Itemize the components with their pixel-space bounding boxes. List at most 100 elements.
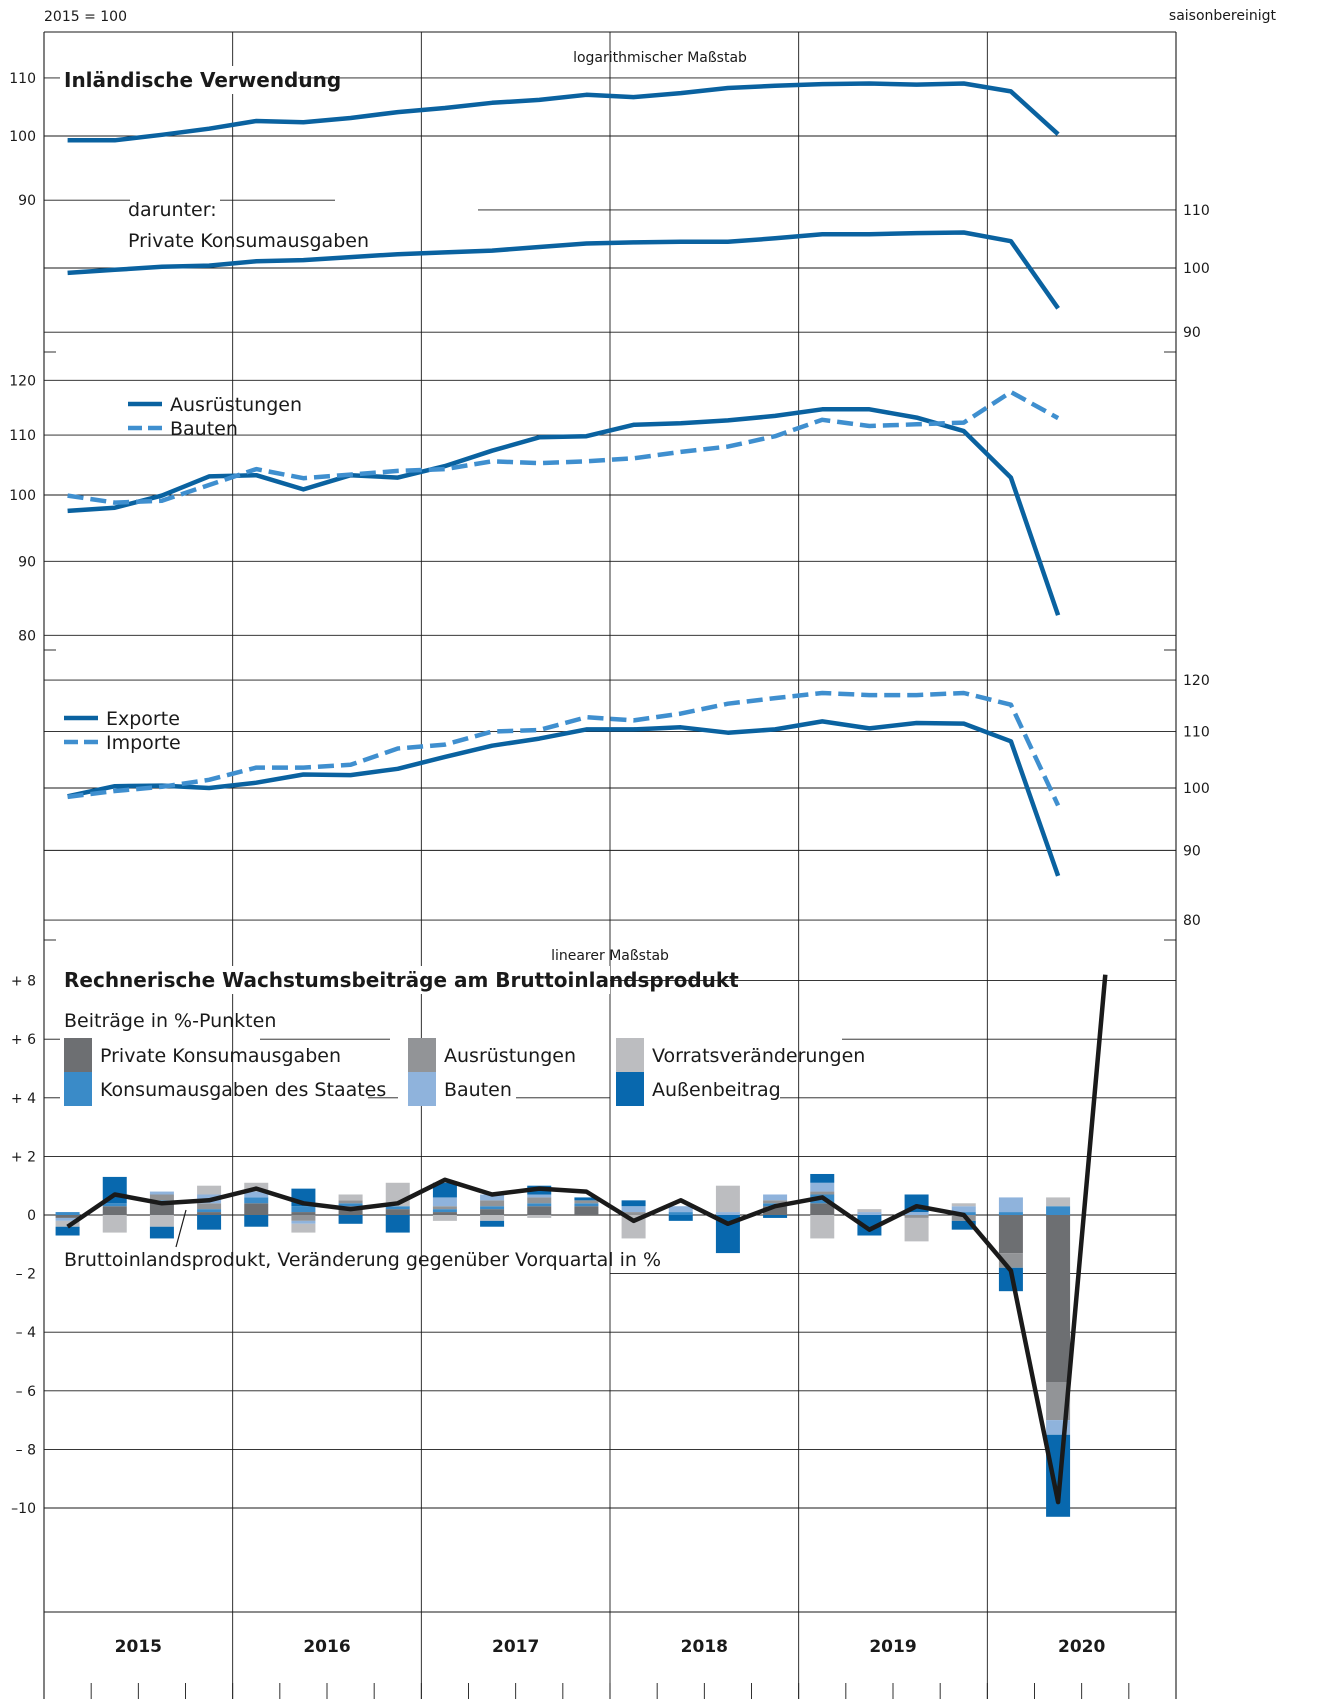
panel-subtitle-prefix: darunter:: [128, 199, 217, 221]
stacked-bar-segment: [810, 1215, 835, 1239]
legend-label: Exporte: [106, 708, 180, 730]
stacked-bar-segment: [668, 1212, 693, 1215]
x-year-label: 2016: [303, 1637, 350, 1657]
stacked-bar-segment: [951, 1203, 976, 1207]
panel-title: Inländische Verwendung: [64, 68, 341, 92]
scale-note: logarithmischer Maßstab: [573, 50, 747, 66]
legend-label: Ausrüstungen: [170, 394, 302, 416]
legend-label: Importe: [106, 732, 181, 754]
y-tick-label: 100: [1183, 781, 1210, 797]
series-line: [67, 230, 1060, 310]
y-tick-label: 90: [18, 193, 36, 209]
panel-title: Private Konsumausgaben: [128, 230, 369, 252]
y-tick-label: – 8: [16, 1442, 36, 1458]
stacked-bar-segment: [149, 1215, 174, 1227]
panel-title: Rechnerische Wachstumsbeiträge am Brutto…: [64, 968, 739, 992]
stacked-bar-segment: [480, 1209, 505, 1215]
y-tick-label: 90: [18, 554, 36, 570]
y-tick-label: 110: [1183, 203, 1210, 219]
stacked-bar-segment: [291, 1223, 316, 1233]
stacked-bar-segment: [1046, 1206, 1071, 1215]
stacked-bar-segment: [904, 1212, 929, 1215]
stacked-bar-segment: [432, 1182, 457, 1198]
stacked-bar-segment: [527, 1203, 552, 1207]
legend-label: Bauten: [170, 418, 238, 440]
stacked-bar-segment: [291, 1206, 316, 1213]
legend-label: Bauten: [444, 1079, 512, 1101]
y-tick-label: 100: [9, 129, 36, 145]
series-line: [67, 407, 1061, 616]
stacked-bar-segment: [432, 1212, 457, 1215]
stacked-bar-segment: [857, 1212, 882, 1215]
x-year-label: 2015: [115, 1637, 162, 1657]
stacked-bar-segment: [1046, 1215, 1071, 1383]
y-tick-label: 110: [9, 428, 36, 444]
stacked-bar-segment: [480, 1194, 505, 1201]
stacked-bar-segment: [998, 1212, 1023, 1215]
stacked-bar-segment: [810, 1191, 835, 1195]
x-year-label: 2020: [1058, 1637, 1105, 1657]
title-bg: [60, 66, 298, 94]
stacked-bar-segment: [998, 1215, 1023, 1254]
leader-line: [175, 1209, 187, 1248]
legend-swatch: [64, 1072, 92, 1106]
legend-swatch: [616, 1038, 644, 1072]
legend-label: Private Konsumausgaben: [100, 1045, 341, 1067]
stacked-bar-segment: [149, 1226, 174, 1239]
stacked-bar-segment: [338, 1194, 363, 1201]
stacked-bar-segment: [810, 1173, 835, 1183]
stacked-bar-segment: [480, 1215, 505, 1221]
y-tick-label: 110: [1183, 725, 1210, 741]
adjustment-label: saisonbereinigt: [1169, 8, 1277, 24]
legend-label: Ausrüstungen: [444, 1045, 576, 1067]
stacked-bar-segment: [480, 1220, 505, 1227]
series-line: [67, 81, 1060, 143]
stacked-bar-segment: [1046, 1434, 1071, 1517]
stacked-bar-segment: [763, 1215, 788, 1218]
y-tick-label: 90: [1183, 325, 1201, 341]
x-year-label: 2018: [681, 1637, 728, 1657]
stacked-bar-segment: [102, 1215, 127, 1233]
stacked-bar-segment: [668, 1206, 693, 1213]
y-tick-label: 0: [27, 1208, 36, 1224]
y-tick-label: 110: [9, 71, 36, 87]
stacked-bar-segment: [291, 1220, 316, 1224]
y-tick-label: 100: [9, 488, 36, 504]
stacked-bar-segment: [951, 1220, 976, 1230]
y-tick-label: – 4: [16, 1325, 36, 1341]
y-tick-label: 120: [1183, 673, 1210, 689]
stacked-bar-segment: [385, 1209, 410, 1215]
y-tick-label: + 4: [11, 1091, 36, 1107]
stacked-bar-segment: [244, 1191, 269, 1198]
stacked-bar-segment: [55, 1217, 80, 1221]
grid-layer: [43, 31, 1177, 1699]
stacked-bar-segment: [197, 1185, 222, 1195]
stacked-bar-segment: [55, 1215, 80, 1218]
stacked-bar-segment: [244, 1197, 269, 1204]
y-tick-label: – 2: [16, 1267, 36, 1283]
y-tick-label: + 6: [11, 1032, 36, 1048]
stacked-bar-segment: [810, 1182, 835, 1192]
stacked-bar-segment: [621, 1215, 646, 1239]
stacked-bar-segment: [715, 1212, 740, 1215]
gdp-legend-label: Bruttoinlandsprodukt, Veränderung gegenü…: [64, 1249, 661, 1271]
stacked-bar-segment: [574, 1200, 599, 1204]
stacked-bar-segment: [197, 1215, 222, 1230]
stacked-bar-segment: [149, 1191, 174, 1195]
series-line: [67, 389, 1060, 505]
stacked-bar-segment: [715, 1185, 740, 1213]
stacked-bar-segment: [149, 1194, 174, 1201]
stacked-bar-segment: [527, 1194, 552, 1198]
base-label: 2015 = 100: [44, 9, 127, 25]
stacked-bar-segment: [1046, 1197, 1071, 1207]
stacked-bar-segment: [55, 1226, 80, 1236]
stacked-bar-segment: [338, 1215, 363, 1224]
stacked-bar-segment: [291, 1215, 316, 1221]
stacked-bar-segment: [432, 1206, 457, 1210]
stacked-bar-segment: [857, 1215, 882, 1236]
stacked-bar-segment: [621, 1212, 646, 1215]
y-tick-label: 90: [1183, 843, 1201, 859]
stacked-bar-segment: [527, 1197, 552, 1204]
line-layer: [66, 81, 1108, 1505]
panel-subtitle: Beiträge in %-Punkten: [64, 1010, 276, 1032]
